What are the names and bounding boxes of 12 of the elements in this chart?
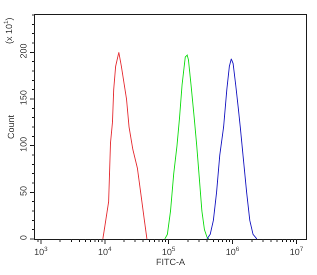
y-tick-label: 50 (18, 186, 28, 196)
y-tick-label: 0 (18, 235, 28, 240)
y-tick-label: 100 (18, 136, 28, 152)
x-tick-label: 10$^{7}$ (290, 246, 304, 257)
x-tick-label: 10$^{5}$ (162, 246, 176, 257)
y-tick-label: 150 (18, 90, 28, 106)
x-axis-title: FITC-A (156, 256, 185, 267)
x-tick-label: 10$^{3}$ (34, 246, 48, 257)
x-tick-label: 10$^{6}$ (226, 246, 240, 257)
y-tick-label: 200 (18, 43, 28, 58)
x-tick-label: 10$^{4}$ (98, 246, 112, 257)
y-axis-title: Count (6, 114, 16, 140)
